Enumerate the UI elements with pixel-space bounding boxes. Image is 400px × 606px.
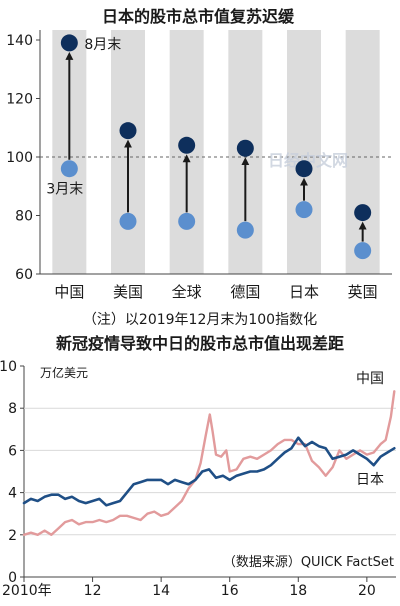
category-label: 英国 (348, 283, 378, 301)
point-march (60, 160, 78, 178)
watermark: 日经中文网 (268, 151, 348, 170)
point-march (354, 242, 372, 260)
category-label: 日本 (289, 283, 319, 301)
y-tick-label: 60 (15, 267, 33, 283)
x-tick-label: 20 (358, 583, 376, 599)
point-march (178, 212, 196, 230)
y-tick-label: 0 (8, 570, 17, 586)
chart-2-y-axis-label: 万亿美元 (40, 365, 88, 380)
point-august (295, 160, 313, 178)
series-label-china: 中国 (356, 371, 384, 387)
chart-1-category-bands (52, 30, 380, 274)
x-tick-label: 18 (289, 583, 307, 599)
y-tick-label: 140 (6, 33, 33, 49)
y-tick-label: 6 (8, 443, 17, 459)
chart-1-title: 日本的股市总市值复苏迟缓 (102, 7, 295, 26)
y-tick-label: 2 (8, 528, 17, 544)
line-japan (22, 436, 396, 507)
y-tick-label: 4 (8, 486, 17, 502)
chart-1-marks: 8月末 3月末 (46, 34, 372, 260)
chart-2-title: 新冠疫情导致中日的股市总市值出现差距 (56, 334, 344, 353)
chart-2-source: （数据来源）QUICK FactSet (223, 555, 394, 570)
x-tick-label: 16 (221, 583, 239, 599)
category-label: 中国 (54, 283, 84, 301)
y-tick-label: 8 (8, 401, 17, 417)
point-august (354, 204, 372, 222)
y-tick-label: 100 (6, 150, 33, 166)
category-label: 全球 (172, 283, 202, 301)
point-march (295, 201, 313, 219)
point-august (60, 34, 78, 52)
chart-2-axes: 0 2 4 6 8 10 2010年 12 14 16 18 20 (0, 359, 396, 599)
y-tick-label: 120 (6, 92, 33, 108)
chart-2-lines (22, 390, 396, 536)
point-march (236, 221, 254, 239)
chart-1-category-labels: 中国 美国 全球 德国 日本 英国 (54, 283, 377, 301)
category-label: 德国 (230, 283, 260, 301)
x-tick-label: 14 (152, 583, 170, 599)
category-label: 美国 (113, 283, 143, 301)
chart-1-y-axis: 60 80 100 120 140 (6, 30, 392, 283)
point-august (236, 139, 254, 157)
point-march (119, 212, 137, 230)
annotation-august: 8月末 (84, 37, 121, 53)
annotation-march: 3月末 (46, 182, 83, 198)
series-label-japan: 日本 (356, 472, 384, 488)
y-tick-label: 10 (0, 359, 17, 375)
y-tick-label: 80 (15, 209, 33, 225)
point-august (119, 122, 137, 140)
line-china (22, 390, 396, 536)
category-band (287, 30, 321, 274)
chart-2: 新冠疫情导致中日的股市总市值出现差距 0 2 4 6 8 10 2010年 12 14 16 18 2… (0, 334, 396, 599)
x-tick-label: 12 (84, 583, 102, 599)
point-august (178, 136, 196, 154)
chart-1-note: （注）以2019年12月末为100指数化 (83, 312, 317, 328)
x-tick-label: 2010年 (2, 583, 52, 599)
